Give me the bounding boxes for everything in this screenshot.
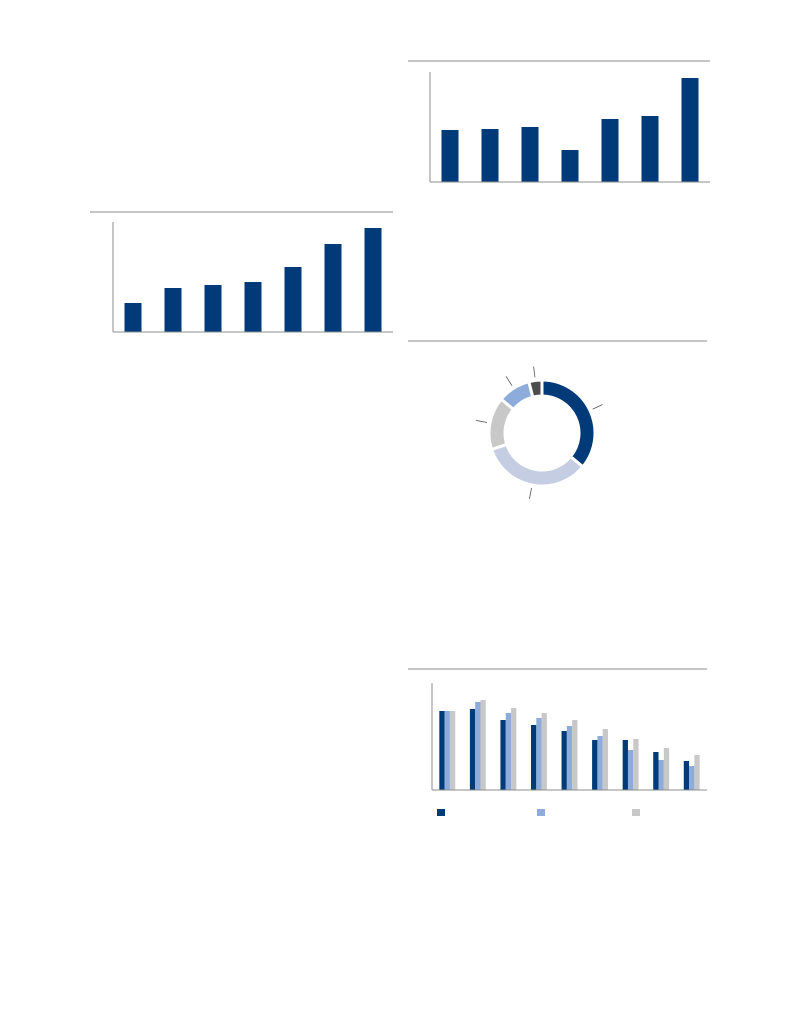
leader-line bbox=[505, 376, 513, 386]
bar bbox=[439, 711, 445, 790]
bar bbox=[561, 150, 579, 182]
bar bbox=[481, 129, 499, 182]
bar bbox=[663, 748, 670, 790]
bar bbox=[480, 700, 486, 790]
bar bbox=[658, 760, 664, 790]
bar bbox=[204, 285, 222, 332]
bar bbox=[627, 750, 634, 790]
bar bbox=[689, 766, 695, 790]
legend-swatch bbox=[537, 809, 545, 816]
bar bbox=[641, 116, 659, 182]
leader-line bbox=[529, 487, 532, 499]
bar bbox=[541, 713, 547, 790]
bar bbox=[683, 761, 690, 790]
bar bbox=[592, 740, 598, 790]
bar bbox=[602, 729, 609, 790]
bar bbox=[324, 244, 342, 332]
bar bbox=[244, 282, 262, 332]
bar bbox=[601, 119, 619, 182]
bar bbox=[536, 718, 542, 790]
bar bbox=[124, 303, 142, 332]
bar bbox=[653, 752, 659, 790]
bar bbox=[521, 127, 539, 182]
donut-slice bbox=[526, 378, 544, 399]
bar bbox=[500, 720, 506, 790]
donut-slice bbox=[540, 378, 597, 469]
bar bbox=[469, 709, 476, 790]
bar bbox=[511, 708, 517, 790]
leader-line bbox=[533, 366, 536, 378]
bar bbox=[364, 228, 382, 332]
bar bbox=[572, 720, 578, 790]
leader-line bbox=[592, 404, 603, 410]
bar bbox=[694, 755, 700, 790]
leader-line bbox=[476, 420, 488, 423]
bar bbox=[622, 740, 628, 790]
bar bbox=[681, 78, 699, 182]
legend-swatch bbox=[632, 809, 640, 816]
bar bbox=[444, 711, 450, 790]
bar bbox=[164, 288, 182, 332]
bar bbox=[633, 739, 639, 790]
legend-swatch bbox=[437, 809, 445, 816]
bar bbox=[566, 726, 573, 790]
bar bbox=[475, 702, 481, 790]
bar bbox=[449, 711, 456, 790]
bar bbox=[561, 731, 567, 790]
donut-slice bbox=[489, 442, 585, 488]
bar bbox=[284, 267, 302, 332]
bar bbox=[441, 130, 459, 182]
bar bbox=[505, 713, 512, 790]
bar bbox=[530, 725, 537, 790]
bar bbox=[597, 736, 603, 790]
